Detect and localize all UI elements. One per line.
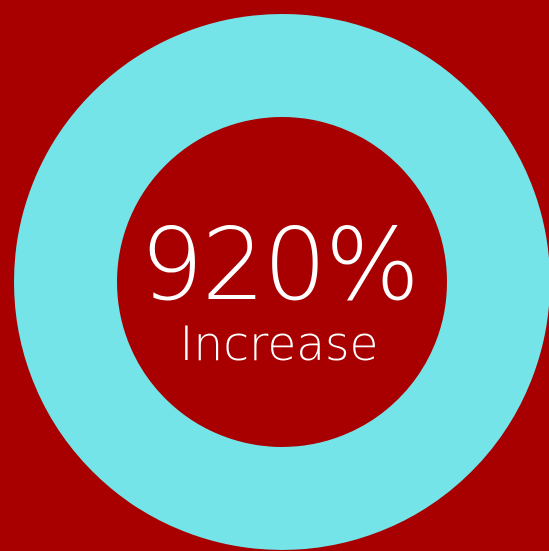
donut-ring-segment (14, 14, 549, 550)
percentage-value: 920% (140, 206, 420, 323)
increase-caption: Increase (179, 317, 379, 372)
center-label: 920% Increase (134, 206, 424, 372)
